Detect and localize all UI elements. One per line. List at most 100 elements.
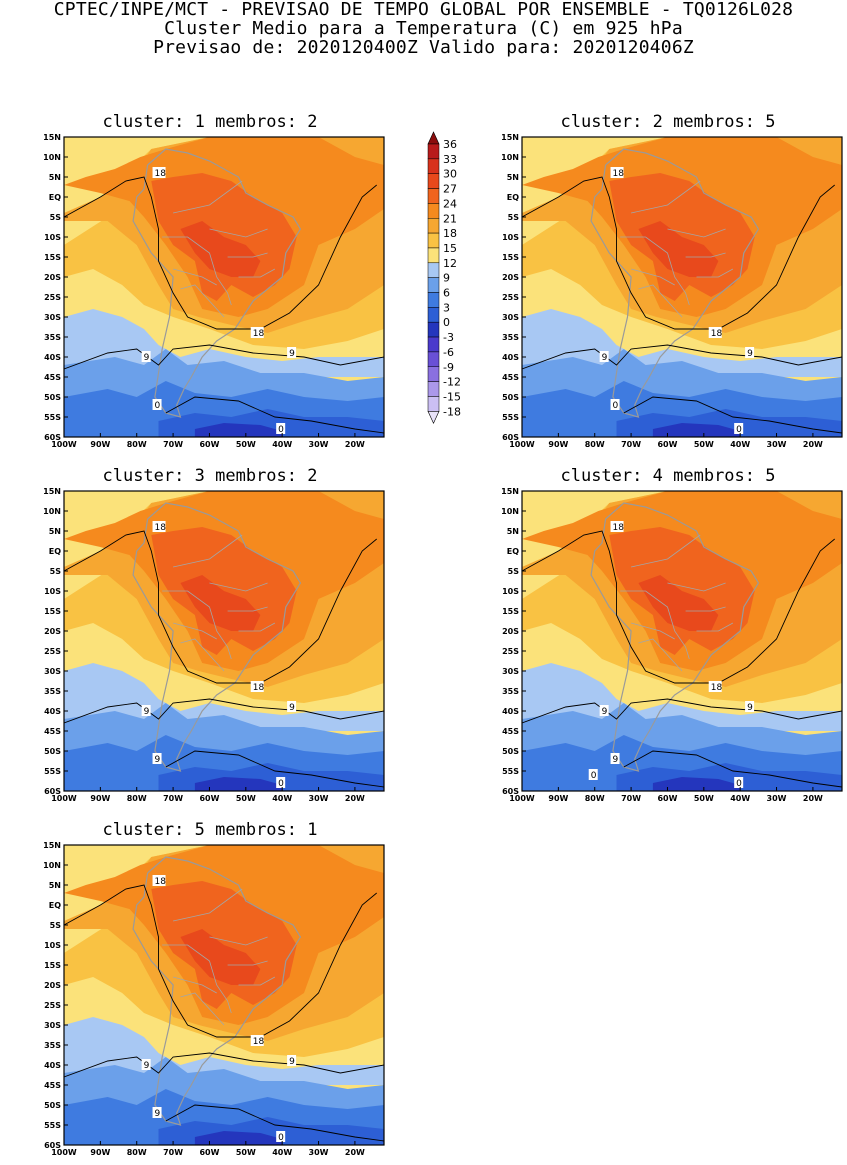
lat-label: 60S: [44, 787, 61, 796]
lat-label: 15S: [44, 607, 61, 616]
colorbar-swatch: [427, 203, 440, 219]
country-border: [696, 622, 734, 632]
lat-label: 40S: [44, 707, 61, 716]
contour-line: [623, 750, 842, 788]
contour-label-box: [599, 705, 609, 716]
lat-label: 55S: [44, 767, 61, 776]
colorbar-label: 18: [443, 227, 457, 240]
country-border: [620, 236, 690, 306]
contour-label-box: [250, 327, 264, 338]
contour-label-box: [610, 521, 624, 532]
colorbar-swatch: [427, 262, 440, 278]
contour-label: 9: [289, 349, 295, 359]
country-border: [180, 992, 225, 1026]
contour-label-box: [287, 1055, 297, 1066]
contour-line: [522, 530, 835, 684]
cluster-number: 1: [194, 112, 205, 132]
lat-label: 40S: [44, 1061, 61, 1070]
lat-label: EQ: [507, 193, 519, 202]
lat-label: 50S: [44, 393, 61, 402]
cluster-number: 2: [652, 112, 663, 132]
lon-label: 40W: [272, 1148, 292, 1157]
membros-count: 2: [307, 466, 318, 486]
contour-label-box: [287, 701, 297, 712]
cluster-label: cluster:: [102, 466, 185, 486]
contour-label: 18: [613, 169, 625, 179]
temperature-band: [194, 423, 283, 437]
cluster-label: cluster:: [560, 466, 643, 486]
contour-line: [522, 698, 842, 724]
contour-label: 9: [602, 353, 608, 363]
lat-label: 45S: [502, 727, 519, 736]
lon-label: 50W: [694, 440, 714, 449]
lat-label: 60S: [44, 1141, 61, 1150]
temperature-band: [194, 777, 283, 791]
lat-label: 10N: [43, 153, 61, 162]
map-frame: [63, 844, 385, 1146]
country-border: [638, 284, 683, 318]
contour-label: 18: [155, 169, 167, 179]
country-border: [180, 638, 225, 672]
colorbar-label: 24: [443, 197, 457, 210]
country-border: [162, 944, 232, 1014]
lat-label: 15S: [502, 253, 519, 262]
temperature-band: [652, 423, 741, 437]
country-border: [227, 960, 268, 966]
contour-label-box: [152, 399, 162, 410]
header-line-1: CPTEC/INPE/MCT - PREVISAO DE TEMPO GLOBA…: [53, 0, 794, 20]
lat-label: 35S: [44, 687, 61, 696]
cluster-number: 3: [194, 466, 205, 486]
lat-label: 15N: [501, 487, 519, 496]
country-border: [227, 606, 268, 612]
panel-title: cluster: 5 membros: 1: [30, 820, 390, 840]
panel-title: cluster: 3 membros: 2: [30, 466, 390, 486]
colorbar-swatch: [427, 321, 440, 338]
colorbar-arrow-top: [427, 131, 440, 145]
contour-label: 9: [144, 707, 150, 717]
contour-line: [64, 530, 377, 684]
temperature-band: [638, 575, 719, 631]
colorbar-label: -3: [443, 331, 454, 344]
colorbar-label: 3: [443, 301, 450, 314]
lon-label: 90W: [548, 794, 568, 803]
colorbar-swatch: [427, 218, 440, 234]
lat-label: 5N: [507, 527, 519, 536]
lat-label: EQ: [49, 547, 61, 556]
contour-line: [522, 344, 842, 370]
membros-count: 5: [765, 466, 776, 486]
lat-label: 35S: [502, 333, 519, 342]
contour-label-box: [152, 753, 162, 764]
contour-line: [64, 698, 384, 724]
lat-label: 5N: [49, 881, 61, 890]
lat-label: 45S: [44, 1081, 61, 1090]
lat-label: 20S: [502, 627, 519, 636]
contour-label-box: [276, 1131, 286, 1142]
contour-line: [623, 396, 842, 434]
lat-label: 50S: [44, 747, 61, 756]
coastline: [590, 148, 760, 418]
lat-label: 50S: [502, 393, 519, 402]
contour-label-box: [152, 875, 166, 886]
colorbar-label: 36: [443, 138, 457, 151]
lat-label: 55S: [502, 413, 519, 422]
contour-label-box: [745, 701, 755, 712]
lon-label: 80W: [585, 440, 605, 449]
temperature-band: [522, 703, 842, 759]
contour-line: [165, 396, 384, 434]
lon-label: 30W: [767, 440, 787, 449]
lon-label: 30W: [767, 794, 787, 803]
country-border: [638, 638, 683, 672]
cluster-label: cluster:: [102, 112, 185, 132]
country-border: [209, 582, 268, 592]
lat-label: 20S: [44, 273, 61, 282]
colorbar-label: -9: [443, 361, 454, 374]
contour-label: 18: [155, 523, 167, 533]
temperature-band: [64, 349, 384, 405]
membros-count: 1: [307, 820, 318, 840]
contour-label: 18: [711, 683, 723, 693]
lat-label: 35S: [44, 333, 61, 342]
contour-label-box: [287, 347, 297, 358]
lat-label: 10N: [501, 153, 519, 162]
contour-line: [64, 344, 384, 370]
country-border: [173, 888, 243, 922]
